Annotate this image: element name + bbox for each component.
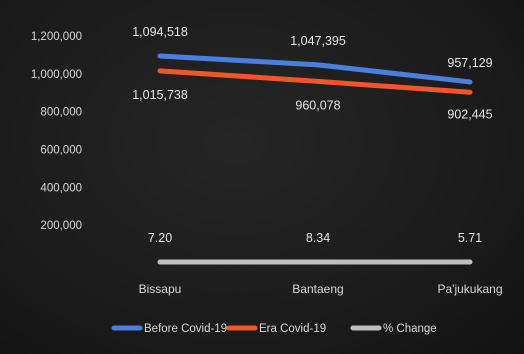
data-label-before-covid-19: 1,094,518	[132, 25, 188, 39]
series-line-era-covid-19	[157, 68, 473, 95]
legend-label: Before Covid-19	[144, 323, 227, 335]
y-tick-label: 800,000	[40, 107, 82, 119]
series-line-before-covid-19	[157, 53, 473, 85]
y-tick-label: 1,000,000	[31, 69, 82, 81]
x-category-bantaeng: Bantaeng	[292, 282, 343, 296]
legend-item-era-covid-19: Era Covid-19	[226, 323, 326, 335]
series-layer	[157, 53, 473, 265]
legend: Before Covid-19 Era Covid-19 % Change	[111, 323, 437, 335]
y-tick-label: 1,200,000	[31, 31, 82, 43]
y-tick-label: 200,000	[40, 220, 82, 232]
y-axis: 1,200,000 1,000,000 800,000 600,000 400,000 2…	[31, 31, 82, 232]
y-tick-label: 400,000	[40, 182, 82, 194]
data-label-before-covid-19: 957,129	[447, 56, 492, 70]
data-label-era-covid-19: 1,015,738	[132, 88, 188, 102]
data-label-change: 8.34	[306, 231, 330, 245]
y-tick-label: 600,000	[40, 145, 82, 157]
data-label-change: 7.20	[148, 231, 172, 245]
x-category-pa-jukukang: Pa'jukukang	[437, 282, 502, 296]
legend-label: Era Covid-19	[259, 323, 326, 335]
data-labels: 1,094,518 1,047,395 957,129 1,015,738 960,07…	[132, 25, 492, 245]
data-label-change: 5.71	[458, 231, 482, 245]
legend-item-change: % Change	[350, 323, 437, 335]
data-label-era-covid-19: 902,445	[447, 107, 492, 121]
data-label-era-covid-19: 960,078	[295, 98, 340, 112]
x-category-bissapu: Bissapu	[139, 282, 182, 296]
data-label-before-covid-19: 1,047,395	[290, 34, 346, 48]
legend-item-before-covid-19: Before Covid-19	[111, 323, 227, 335]
x-axis: Bissapu Bantaeng Pa'jukukang	[139, 282, 503, 296]
legend-label: % Change	[383, 323, 437, 335]
